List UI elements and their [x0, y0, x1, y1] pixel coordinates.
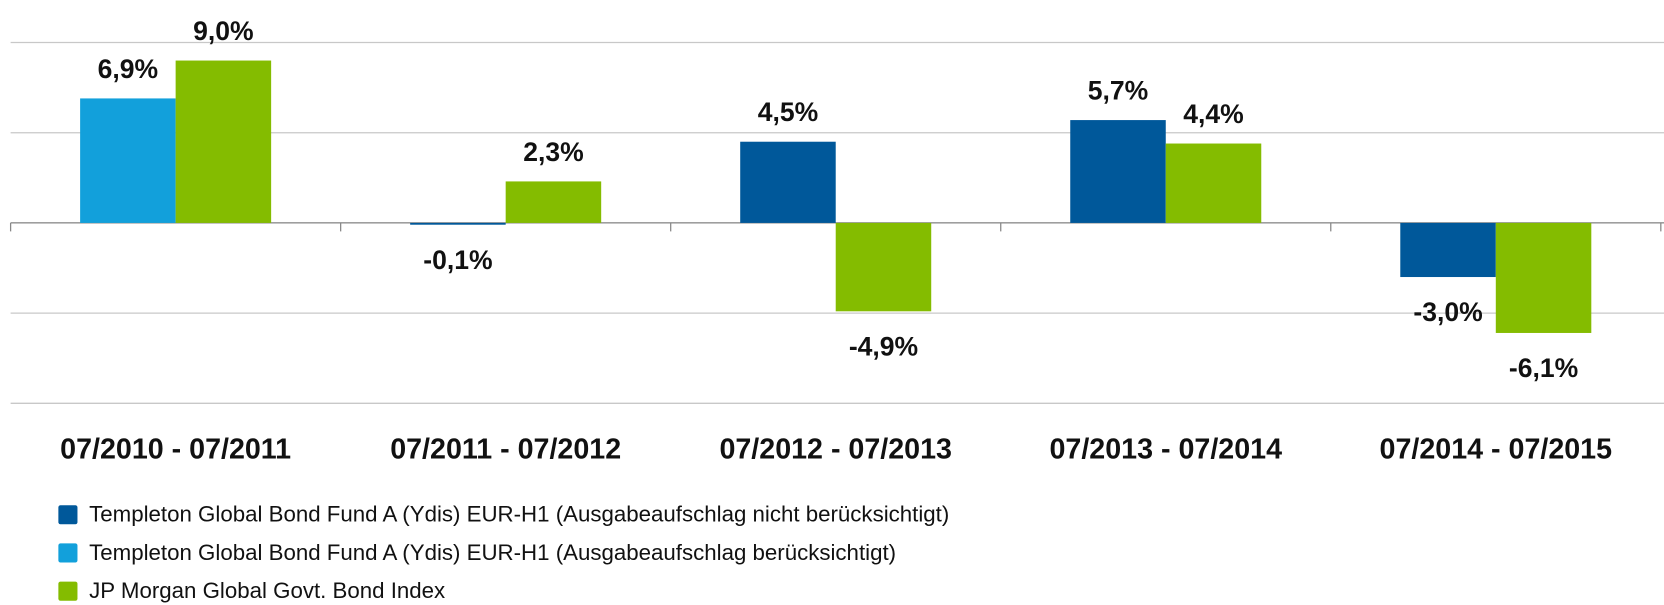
- x-tick-label: 07/2010 - 07/2011: [60, 434, 291, 466]
- value-label: -0,1%: [423, 245, 492, 275]
- legend-swatch: [58, 581, 78, 601]
- legend-swatch: [58, 505, 78, 525]
- legend-label: Templeton Global Bond Fund A (Ydis) EUR-…: [89, 540, 896, 565]
- value-label: 9,0%: [193, 16, 253, 46]
- bar: [740, 141, 836, 223]
- x-tick-label: 07/2014 - 07/2015: [1380, 434, 1613, 466]
- bar: [175, 60, 272, 223]
- x-tick-label: 07/2013 - 07/2014: [1049, 434, 1282, 466]
- bar: [1070, 120, 1166, 223]
- bar: [1400, 222, 1496, 278]
- x-tick-label: 07/2012 - 07/2013: [719, 434, 952, 466]
- x-tick-label: 07/2011 - 07/2012: [390, 434, 621, 466]
- bar: [1165, 143, 1262, 223]
- value-label: 4,5%: [758, 97, 818, 127]
- value-label: 6,9%: [98, 54, 158, 84]
- bar: [835, 222, 932, 312]
- value-label: -6,1%: [1509, 353, 1578, 383]
- legend-label: Templeton Global Bond Fund A (Ydis) EUR-…: [89, 502, 949, 527]
- bar: [505, 181, 602, 223]
- value-label: -4,9%: [849, 331, 918, 361]
- value-label: 2,3%: [523, 137, 583, 167]
- value-label: 4,4%: [1183, 99, 1243, 129]
- bar: [80, 98, 176, 223]
- legend-label: JP Morgan Global Govt. Bond Index: [89, 578, 445, 603]
- value-label: -3,0%: [1413, 297, 1482, 327]
- bar: [410, 222, 506, 225]
- value-label: 5,7%: [1088, 75, 1148, 105]
- bar: [1495, 222, 1592, 333]
- legend-swatch: [58, 543, 78, 563]
